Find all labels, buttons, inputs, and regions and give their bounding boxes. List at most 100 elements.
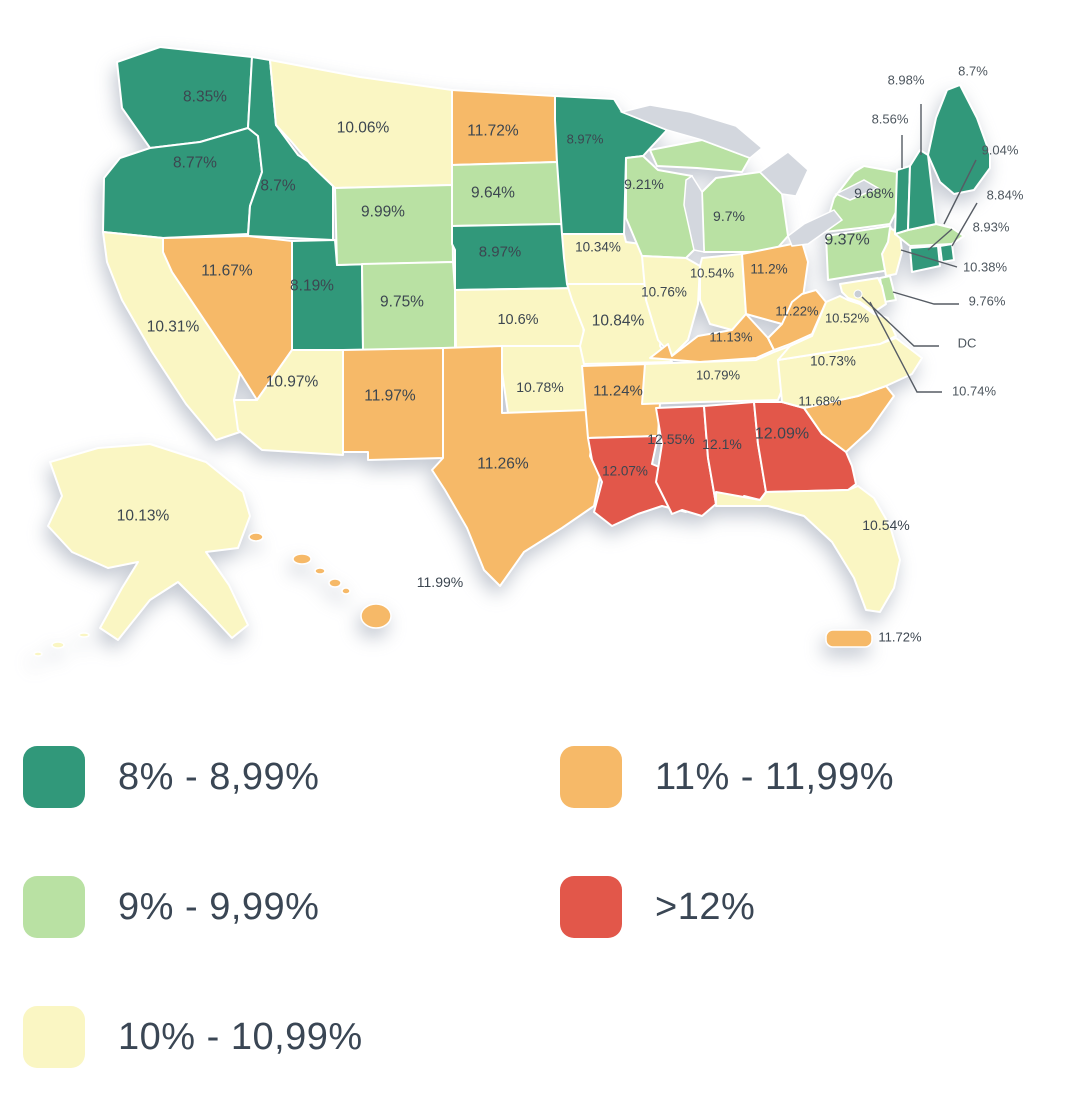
callout-label-ct: 8.93% <box>973 220 1010 235</box>
legend-item-g1: 8% - 8,99% <box>23 746 319 808</box>
state-label-in: 10.54% <box>690 266 735 281</box>
state-wy[interactable] <box>334 184 454 266</box>
state-label-wa: 8.35% <box>183 89 227 106</box>
state-label-sc: 11.68% <box>798 394 842 409</box>
callout-label-nj: 10.38% <box>963 260 1008 275</box>
state-hi[interactable] <box>360 603 392 629</box>
state-label-ut: 8.19% <box>290 278 334 295</box>
state-label-ga: 12.09% <box>755 426 809 443</box>
callout-line-nj <box>900 249 958 268</box>
legend-label-g1: 8% - 8,99% <box>118 755 320 798</box>
state-label-tx: 11.26% <box>477 456 529 473</box>
state-ak-islands <box>51 641 65 649</box>
state-or[interactable] <box>102 127 263 239</box>
callout-line-md <box>869 301 942 393</box>
state-label-fl: 10.54% <box>862 517 909 533</box>
state-label-sd: 9.64% <box>471 185 515 202</box>
state-hi[interactable] <box>341 587 351 595</box>
state-tx[interactable] <box>431 345 601 587</box>
great-lake <box>758 151 809 197</box>
callout-line-ri <box>951 202 978 247</box>
state-label-ar: 11.24% <box>593 383 643 400</box>
legend-label-g5: >12% <box>655 885 756 928</box>
callout-line-dc <box>861 296 939 347</box>
callout-label-ri: 8.84% <box>987 188 1024 203</box>
state-ak-islands <box>33 651 43 657</box>
legend-item-g3: 10% - 10,99% <box>23 1006 363 1068</box>
legend-label-g2: 9% - 9,99% <box>118 885 320 928</box>
state-label-mn: 8.97% <box>567 132 604 147</box>
callout-label-nh: 8.98% <box>888 73 925 88</box>
state-ak[interactable] <box>47 443 251 641</box>
us-choropleth-map: 8.35% 8.77% 10.31% 8.7% 11.67% 8.19% 10.97% 10.… <box>33 46 1024 657</box>
callout-label-ma: 9.04% <box>982 143 1019 158</box>
callouts-layer: 10.38% 9.76% 10.74% 8.93% 8.84% 9.04% 8.56% 8.9… <box>861 64 1024 399</box>
state-label-mo: 10.84% <box>592 313 645 330</box>
state-label-mi: 9.7% <box>713 208 745 224</box>
legend-item-g2: 9% - 9,99% <box>23 876 319 938</box>
state-hi[interactable] <box>328 578 342 588</box>
state-label-al: 12.1% <box>702 436 742 452</box>
state-label-ny: 9.68% <box>854 185 894 201</box>
legend-swatch-g4 <box>560 746 622 808</box>
state-label-nv: 11.67% <box>201 263 253 280</box>
great-lake <box>787 209 844 247</box>
state-label-co: 9.75% <box>380 294 424 311</box>
state-label-ms: 12.55% <box>647 431 694 447</box>
state-label-il: 10.76% <box>641 285 687 300</box>
state-ct[interactable] <box>909 245 941 273</box>
state-label-ca: 10.31% <box>147 319 200 336</box>
state-label-ia: 10.34% <box>575 240 621 255</box>
state-ak-islands <box>78 632 90 638</box>
legend-swatch-g5 <box>560 876 622 938</box>
state-label-ne: 8.97% <box>479 244 522 261</box>
callout-line-ct <box>927 228 953 251</box>
state-il[interactable] <box>641 255 701 357</box>
state-label-ok: 10.78% <box>516 379 563 395</box>
lakes-layer <box>619 104 880 253</box>
state-hi[interactable] <box>314 567 326 575</box>
state-me[interactable] <box>927 84 991 195</box>
state-ky[interactable] <box>649 313 775 363</box>
state-wv[interactable] <box>767 289 827 351</box>
map-svg: 8.35% 8.77% 10.31% 8.7% 11.67% 8.19% 10.97% 10.… <box>33 46 1024 657</box>
legend-swatch-g2 <box>23 876 85 938</box>
legend-label-g4: 11% - 11,99% <box>655 755 895 798</box>
state-label-ak: 10.13% <box>117 508 170 525</box>
state-label-ky: 11.13% <box>709 330 753 345</box>
state-dc[interactable] <box>853 289 863 299</box>
land-layer <box>33 46 991 657</box>
state-la[interactable] <box>587 435 687 527</box>
state-label-ks: 10.6% <box>497 312 538 328</box>
callout-line-ma <box>943 159 977 225</box>
callout-label-vt: 8.56% <box>872 112 909 127</box>
state-hi[interactable] <box>248 532 264 542</box>
state-label-hi: 11.99% <box>417 574 463 590</box>
state-label-pa: 9.37% <box>824 232 869 249</box>
state-nh[interactable] <box>907 149 937 231</box>
state-label-wv: 11.22% <box>775 304 819 319</box>
state-fl[interactable] <box>715 485 901 613</box>
great-lake <box>619 104 764 159</box>
callout-label-de: 9.76% <box>969 294 1006 309</box>
state-label-az: 10.97% <box>266 374 319 391</box>
state-label-id: 8.7% <box>260 178 296 195</box>
state-label-va: 10.52% <box>825 311 870 326</box>
state-label-la: 12.07% <box>602 464 648 479</box>
callout-line-de <box>892 291 959 305</box>
callout-label-dc: DC <box>958 336 977 351</box>
state-ri[interactable] <box>939 243 955 263</box>
state-label-tn: 10.79% <box>696 368 741 383</box>
legend-swatch-g1 <box>23 746 85 808</box>
legend-item-g4: 11% - 11,99% <box>560 746 894 808</box>
state-labels-layer: 8.35% 8.77% 10.31% 8.7% 11.67% 8.19% 10.97% 10.… <box>117 89 922 645</box>
state-md[interactable] <box>839 277 887 313</box>
state-label-or: 8.77% <box>173 155 217 172</box>
callout-label-me: 8.7% <box>958 64 988 79</box>
state-hi[interactable] <box>292 553 312 565</box>
legend-swatch-g3 <box>23 1006 85 1068</box>
state-label-nd: 11.72% <box>467 123 519 140</box>
state-label-pr: 11.72% <box>878 630 922 645</box>
callout-label-md: 10.74% <box>952 384 997 399</box>
state-pr[interactable] <box>825 629 873 648</box>
